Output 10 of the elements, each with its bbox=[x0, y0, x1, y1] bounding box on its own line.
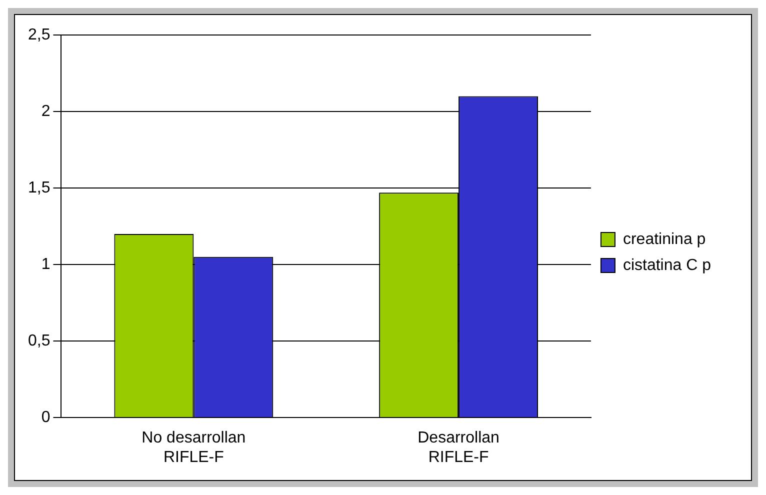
legend-label: cistatina C p bbox=[622, 256, 712, 274]
y-tick-label: 1 bbox=[41, 256, 50, 273]
x-tick-label: No desarrollan RIFLE-F bbox=[142, 430, 246, 466]
y-tick-label: 0 bbox=[41, 409, 50, 426]
legend-label: creatinina p bbox=[622, 230, 706, 248]
x-tick-label: Desarrollan RIFLE-F bbox=[418, 430, 500, 466]
y-tick-label: 1,5 bbox=[28, 179, 50, 196]
y-tick-label: 0,5 bbox=[28, 332, 50, 350]
y-tick-label: 2 bbox=[41, 102, 50, 120]
y-tick-label: 2,5 bbox=[28, 26, 50, 44]
